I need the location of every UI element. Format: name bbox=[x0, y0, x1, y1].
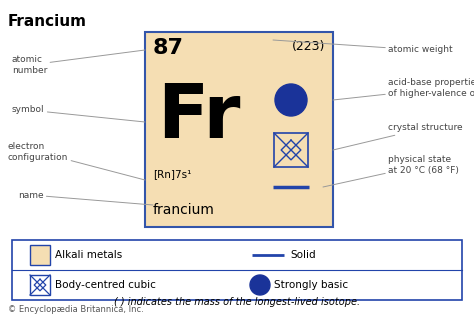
Text: electron
configuration: electron configuration bbox=[8, 142, 145, 180]
Text: Alkali metals: Alkali metals bbox=[55, 250, 122, 260]
Text: 87: 87 bbox=[153, 38, 184, 58]
Text: name: name bbox=[18, 191, 153, 205]
Text: physical state
at 20 °C (68 °F): physical state at 20 °C (68 °F) bbox=[323, 155, 459, 187]
Bar bbox=[30, 275, 50, 295]
Circle shape bbox=[250, 275, 270, 295]
Text: © Encyclopædia Britannica, Inc.: © Encyclopædia Britannica, Inc. bbox=[8, 305, 144, 314]
Text: Body-centred cubic: Body-centred cubic bbox=[55, 280, 156, 290]
Text: Solid: Solid bbox=[290, 250, 316, 260]
Text: atomic
number: atomic number bbox=[12, 50, 145, 75]
Text: [Rn]7s¹: [Rn]7s¹ bbox=[153, 169, 191, 179]
Bar bbox=[12, 240, 462, 300]
Bar bbox=[274, 133, 308, 167]
Text: (223): (223) bbox=[292, 40, 325, 53]
Text: francium: francium bbox=[153, 203, 215, 217]
Text: Francium: Francium bbox=[8, 14, 87, 29]
Text: Fr: Fr bbox=[157, 81, 240, 154]
Bar bbox=[145, 32, 333, 227]
Text: crystal structure: crystal structure bbox=[333, 124, 463, 150]
Text: symbol: symbol bbox=[12, 106, 145, 122]
Circle shape bbox=[275, 84, 307, 116]
Bar bbox=[30, 245, 50, 265]
Text: atomic weight: atomic weight bbox=[273, 40, 453, 54]
Text: ( ) indicates the mass of the longest-lived isotope.: ( ) indicates the mass of the longest-li… bbox=[114, 297, 360, 307]
Text: Strongly basic: Strongly basic bbox=[274, 280, 348, 290]
Text: acid-base properties
of higher-valence oxides: acid-base properties of higher-valence o… bbox=[333, 78, 474, 100]
